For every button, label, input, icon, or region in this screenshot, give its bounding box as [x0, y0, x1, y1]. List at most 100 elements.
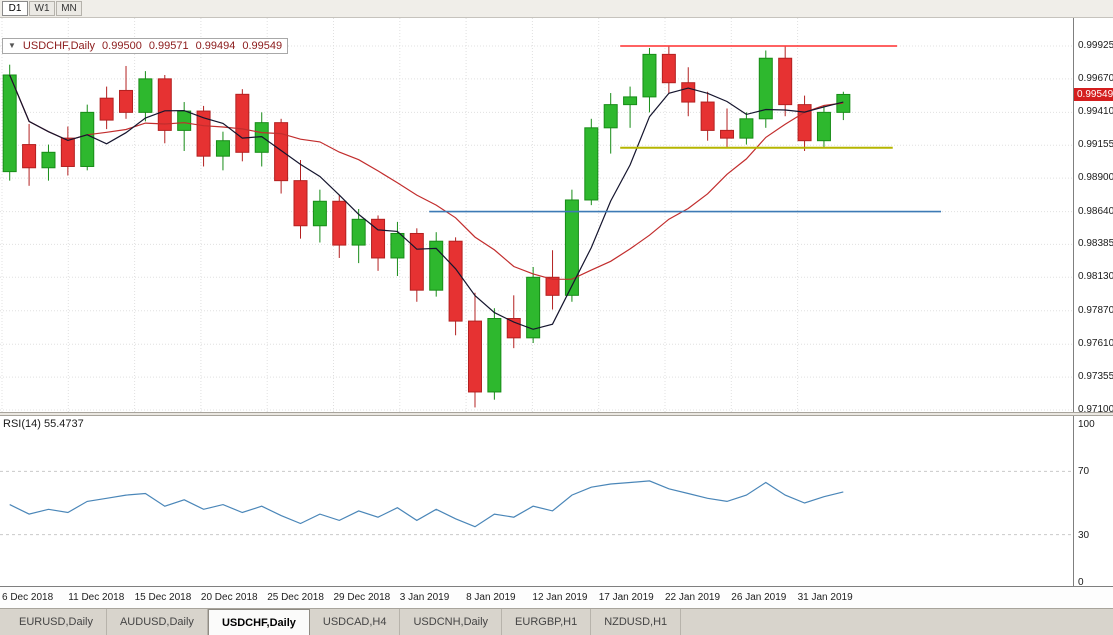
chart-tab-usdcad[interactable]: USDCAD,H4: [310, 609, 401, 635]
current-price-badge: 0.99549: [1074, 87, 1113, 101]
candle-body: [545, 276, 560, 296]
price-axis-label: 0.97870: [1078, 304, 1113, 316]
price-axis-label: 0.98640: [1078, 205, 1113, 217]
candle-body: [119, 89, 134, 113]
ohlc-close: 0.99549: [242, 40, 283, 52]
candle-body: [797, 104, 812, 142]
date-axis-label: 22 Jan 2019: [665, 592, 721, 603]
candle-body: [448, 240, 463, 322]
candle-body: [60, 137, 75, 167]
candle-body: [816, 111, 831, 142]
candle-body: [758, 57, 773, 120]
date-axis[interactable]: 6 Dec 2018 11 Dec 2018 15 Dec 2018 20 Dec 2…: [0, 586, 1113, 608]
ohlc-open: 0.99500: [102, 40, 142, 52]
ma-fast-line: [9, 74, 844, 330]
price-axis-label: 0.99155: [1078, 139, 1113, 151]
candle-body: [681, 82, 696, 103]
rsi-axis: 100 70 30 0: [1074, 416, 1113, 588]
rsi-plot[interactable]: RSI(14) 55.4737: [0, 416, 1074, 586]
candle-body: [351, 218, 366, 246]
chart-tab-usdchf[interactable]: USDCHF,Daily: [207, 609, 310, 635]
candle-body: [700, 101, 715, 131]
rsi-indicator-label: RSI(14) 55.4737: [3, 418, 84, 430]
date-axis-label: 11 Dec 2018: [68, 592, 125, 603]
candle-body: [22, 144, 37, 169]
rsi-line: [9, 480, 844, 528]
date-axis-label: 17 Jan 2019: [598, 592, 654, 603]
candle-body: [138, 78, 153, 113]
rsi-indicator-panel: RSI(14) 55.4737 100 70 30 0: [0, 416, 1113, 588]
chart-tab-eurusd[interactable]: EURUSD,Daily: [6, 609, 107, 635]
price-axis-label: 0.99410: [1078, 106, 1113, 118]
chart-tab-eurgbp[interactable]: EURGBP,H1: [502, 609, 592, 635]
candle-body: [196, 110, 211, 157]
candle-body: [332, 200, 347, 246]
candle-body: [80, 111, 95, 167]
candle-body: [584, 127, 599, 201]
ma-slow-line: [9, 74, 844, 280]
date-axis-label: 15 Dec 2018: [134, 592, 192, 603]
date-axis-label: 31 Jan 2019: [797, 592, 853, 603]
date-axis-label: 6 Dec 2018: [2, 592, 54, 603]
price-axis-label: 0.98385: [1078, 238, 1113, 250]
date-axis-label: 20 Dec 2018: [200, 592, 258, 603]
price-axis-label: 0.97355: [1078, 371, 1113, 383]
timeframe-toolbar: D1 W1 MN: [0, 0, 1113, 18]
candle-body: [157, 78, 172, 131]
candle-body: [41, 151, 56, 169]
collapse-triangle-icon[interactable]: ▼: [8, 41, 16, 50]
date-axis-label: 12 Jan 2019: [532, 592, 588, 603]
price-axis-label: 0.99925: [1078, 40, 1113, 51]
timeframe-button-mn[interactable]: MN: [56, 1, 82, 16]
chart-tab-audusd[interactable]: AUDUSD,Daily: [107, 609, 208, 635]
price-axis-label: 0.97100: [1078, 404, 1113, 415]
rsi-axis-label: 0: [1078, 577, 1084, 588]
candle-body: [642, 53, 657, 98]
date-axis-label: 29 Dec 2018: [333, 592, 391, 603]
ohlc-low: 0.99494: [195, 40, 236, 52]
date-axis-label: 8 Jan 2019: [466, 592, 516, 603]
timeframe-button-w1[interactable]: W1: [29, 1, 55, 16]
main-chart-svg[interactable]: [0, 18, 1073, 412]
price-axis-label: 0.98130: [1078, 271, 1113, 283]
rsi-axis-label: 100: [1078, 419, 1095, 430]
rsi-svg[interactable]: [0, 416, 1073, 586]
candle-body: [409, 232, 424, 291]
candle-body: [739, 118, 754, 139]
candle-body: [293, 180, 308, 227]
candle-body: [661, 53, 676, 84]
chart-tabbar: EURUSD,Daily AUDUSD,Daily USDCHF,Daily USDC…: [0, 608, 1113, 635]
candle-body: [526, 276, 541, 339]
price-axis-label: 0.97610: [1078, 338, 1113, 350]
date-axis-label: 26 Jan 2019: [731, 592, 787, 603]
candle-body: [2, 74, 17, 173]
chart-tab-usdcnh[interactable]: USDCNH,Daily: [400, 609, 503, 635]
candle-body: [623, 96, 638, 106]
candle-body: [603, 104, 618, 129]
candle-body: [467, 320, 482, 393]
timeframe-button-d1[interactable]: D1: [2, 1, 28, 16]
candle-body: [429, 240, 444, 291]
candle-body: [720, 129, 735, 139]
price-axis-label: 0.99670: [1078, 72, 1113, 84]
candle-body: [177, 110, 192, 131]
rsi-axis-label: 70: [1078, 466, 1090, 478]
chart-tab-nzdusd[interactable]: NZDUSD,H1: [591, 609, 682, 635]
date-axis-label: 3 Jan 2019: [399, 592, 450, 603]
candle-body: [215, 140, 230, 157]
candle-body: [274, 122, 289, 182]
chart-symbol-label: USDCHF,Daily: [22, 40, 96, 52]
panel-splitter[interactable]: [0, 412, 1113, 416]
main-chart-panel: ▼ USDCHF,Daily 0.99500 0.99571 0.99494 0…: [0, 18, 1113, 415]
price-axis-label: 0.98900: [1078, 172, 1113, 184]
candle-body: [371, 218, 386, 259]
candle-body: [564, 199, 579, 296]
candle-body: [778, 57, 793, 106]
rsi-axis-label: 30: [1078, 529, 1090, 541]
candle-body: [390, 232, 405, 259]
candle-body: [487, 318, 502, 393]
price-axis: 0.99549 0.99925 0.99670 0.99410 0.99155 0.98…: [1074, 18, 1113, 415]
candle-body: [235, 93, 250, 153]
candle-body: [99, 97, 114, 121]
main-chart-plot[interactable]: ▼ USDCHF,Daily 0.99500 0.99571 0.99494 0…: [0, 18, 1074, 412]
